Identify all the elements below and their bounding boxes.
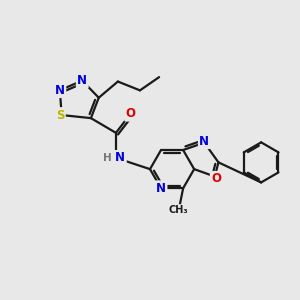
Text: S: S	[56, 109, 64, 122]
Text: O: O	[211, 172, 221, 185]
Text: N: N	[116, 152, 125, 164]
Text: N: N	[55, 84, 65, 97]
Text: N: N	[156, 182, 166, 195]
Text: CH₃: CH₃	[169, 205, 188, 215]
Text: N: N	[77, 74, 87, 87]
Text: N: N	[199, 135, 209, 148]
Text: O: O	[126, 107, 136, 120]
Text: H: H	[103, 153, 112, 163]
